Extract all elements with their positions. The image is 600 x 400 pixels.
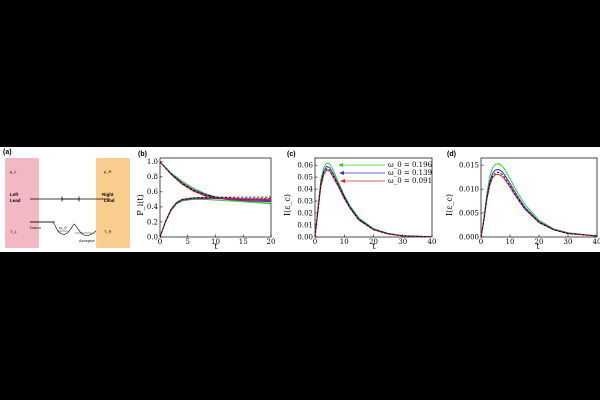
panel-b-ytick-label: 0.0 xyxy=(147,233,158,241)
legend-arrowhead-blue xyxy=(339,171,344,175)
panel-c-ylabel: I(ε_c) xyxy=(283,194,292,216)
panel-c-ytick-label: 0.01 xyxy=(297,221,313,229)
donor-label: Donor xyxy=(30,225,42,230)
panel-b-series-line-7 xyxy=(159,196,271,238)
panel-c-ytick-label: 0.03 xyxy=(297,197,313,205)
panel-d-series-line-2 xyxy=(480,173,598,238)
figure-canvas: (a) μ_L Left Lead T_L Donor ω_0 Acceptor… xyxy=(0,147,600,252)
acceptor-label: Acceptor xyxy=(79,238,95,243)
panel-b-ytick-label: 0.6 xyxy=(147,188,159,196)
panel-c-label: (c) xyxy=(287,151,296,158)
panel-d-series-line-3 xyxy=(480,171,598,238)
omega-label: ω_0 xyxy=(59,225,67,230)
panel-c-series-line-2 xyxy=(314,169,433,238)
panel-d-xtick-label: 10 xyxy=(506,238,515,246)
legend-arrowhead-green xyxy=(338,163,343,167)
panel-b-series-line-2 xyxy=(159,161,272,202)
panel-b-xlabel: t xyxy=(214,242,218,251)
panel-c-xtick-label: 30 xyxy=(398,238,407,246)
panel-c-ytick-label: 0.04 xyxy=(297,185,313,193)
panel-a-label: (a) xyxy=(3,149,12,156)
panel-b-xtick-label: 15 xyxy=(239,238,248,246)
panel-c-ytick-label: 0.05 xyxy=(297,173,313,181)
panel-a: (a) μ_L Left Lead T_L Donor ω_0 Acceptor… xyxy=(3,149,130,248)
panel-d: (d) I(ε_c) t 0 10 20 30 40 0.000 0.005 0.010 0.0… xyxy=(445,151,600,251)
panel-d-xtick-label: 30 xyxy=(564,238,573,246)
left-lead-box xyxy=(5,158,39,248)
panel-b-label: (b) xyxy=(138,151,147,158)
panel-c-ytick-label: 0.02 xyxy=(297,209,313,217)
right-lead-box xyxy=(96,158,130,248)
legend-entry-1: ω_0 = 0.196 xyxy=(388,161,433,169)
panel-c-ytick-label: 0.00 xyxy=(297,233,313,241)
panel-d-label: (d) xyxy=(447,151,456,158)
right-lead-temp: T_R xyxy=(104,229,112,234)
panel-d-ytick-label: 0.005 xyxy=(459,209,479,217)
left-lead-mu: μ_L xyxy=(10,169,18,174)
panel-d-ytick-label: 0.015 xyxy=(459,161,479,169)
left-lead-name-2: Lead xyxy=(10,198,21,203)
panel-b-ytick-label: 1.0 xyxy=(147,158,158,166)
panel-c-plot: 0 10 20 30 40 0.00 0.01 0.02 0.03 0.04 0.05 0.06 xyxy=(297,157,437,246)
panel-b-series-line-4 xyxy=(159,198,272,238)
panel-d-xtick-label: 40 xyxy=(593,238,600,246)
left-lead-name-1: Left xyxy=(10,192,19,197)
panel-d-ytick-label: 0.000 xyxy=(459,233,479,241)
panel-d-ylabel: I(ε_c) xyxy=(445,194,454,216)
panel-b-xtick-label: 20 xyxy=(267,238,276,246)
panel-b-xtick-label: 5 xyxy=(186,238,190,246)
panel-b-ytick-label: 0.2 xyxy=(147,218,158,226)
panel-b-plot: 0 5 10 15 20 0.0 0.2 0.4 0.6 0.8 1.0 xyxy=(147,157,276,246)
panel-b-ytick-label: 0.8 xyxy=(147,173,158,181)
panel-d-ytick-label: 0.010 xyxy=(459,185,479,193)
panel-c: (c) I(ε_c) t 0 10 20 30 40 0.00 0.01 0.02 0.03 0.… xyxy=(283,151,436,251)
right-lead-mu: μ_R xyxy=(104,169,112,174)
panel-b: (b) P_i(t) t 0 5 10 15 20 0.0 0.2 0.4 0.6 0.8 1.0 xyxy=(136,151,275,251)
panel-c-xlabel: t xyxy=(372,242,376,251)
panel-d-xlabel: t xyxy=(536,242,540,251)
panel-c-legend: ω_0 = 0.196 ω_0 = 0.139 ω_0 = 0.091 xyxy=(338,161,433,185)
panel-d-series-line-0 xyxy=(480,163,598,238)
panel-b-series-line-1 xyxy=(159,161,272,203)
legend-entry-3: ω_0 = 0.091 xyxy=(388,177,432,185)
panel-b-xtick-label: 0 xyxy=(158,238,162,246)
potential-curve xyxy=(30,221,110,236)
right-lead-name-2: Lead xyxy=(104,198,115,203)
panel-d-plot: 0 10 20 30 40 0.000 0.005 0.010 0.015 xyxy=(459,157,600,246)
panel-c-xtick-label: 20 xyxy=(369,238,378,246)
panel-c-ytick-label: 0.06 xyxy=(297,161,313,169)
panel-c-series-line-3 xyxy=(314,168,433,238)
panel-c-xtick-label: 0 xyxy=(313,238,317,246)
panel-c-xtick-label: 40 xyxy=(428,238,437,246)
figure-svg: (a) μ_L Left Lead T_L Donor ω_0 Acceptor… xyxy=(3,149,600,251)
panel-b-series-line-3 xyxy=(159,161,271,200)
legend-arrowhead-red xyxy=(340,179,345,183)
panel-d-xtick-label: 20 xyxy=(535,238,544,246)
legend-entry-2: ω_0 = 0.139 xyxy=(388,169,432,177)
panel-b-series-line-6 xyxy=(159,197,272,238)
right-lead-name-1: Right xyxy=(102,192,114,197)
panel-b-ytick-label: 0.4 xyxy=(147,203,159,211)
panel-b-ylabel: P_i(t) xyxy=(136,194,145,215)
panel-c-xtick-label: 10 xyxy=(340,238,349,246)
panel-d-series-line-1 xyxy=(480,168,598,238)
panel-b-xtick-label: 10 xyxy=(211,238,220,246)
left-lead-temp: T_L xyxy=(10,229,18,234)
panel-d-xtick-label: 0 xyxy=(479,238,483,246)
